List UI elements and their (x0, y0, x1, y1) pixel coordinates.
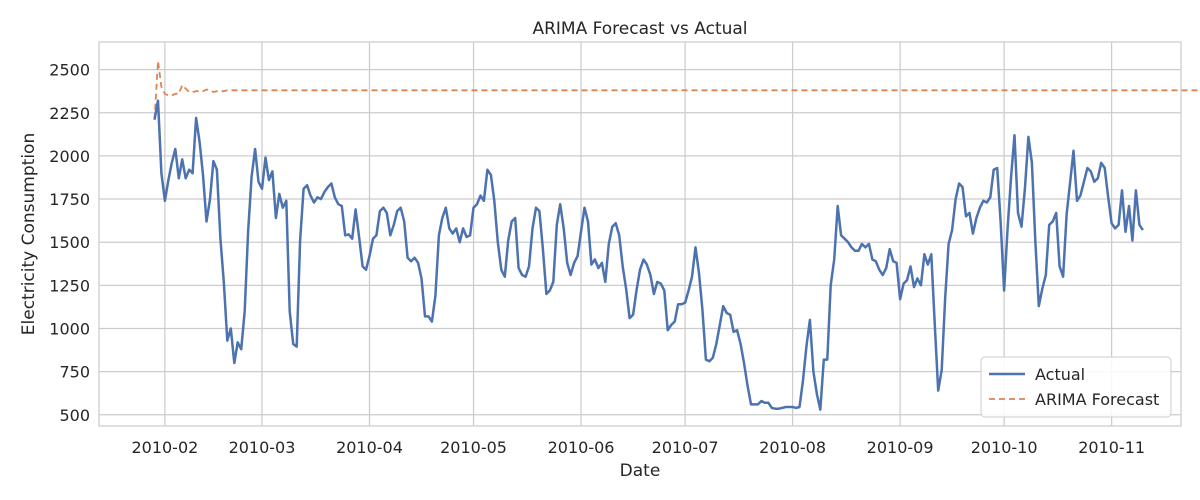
series-line-arima-forecast (153, 60, 1200, 120)
series-line-actual (153, 99, 1144, 411)
legend-box (980, 356, 1172, 418)
y-tick-label: 1750 (49, 190, 90, 209)
plot-frame (98, 41, 1182, 427)
y-tick-label: 1500 (49, 233, 90, 252)
y-tick-label: 2000 (49, 147, 90, 166)
x-axis-label: Date (620, 461, 661, 481)
x-tick-label: 2010-03 (229, 438, 296, 457)
x-axis: 2010-02 2010-03 2010-04 2010-05 2010-06 2010-… (131, 438, 1145, 457)
y-tick-label: 1000 (49, 319, 90, 338)
x-tick-label: 2010-02 (131, 438, 198, 457)
x-tick-label: 2010-09 (867, 438, 934, 457)
y-axis: 500 750 1000 1250 1500 1750 2000 2250 2500 (49, 61, 90, 425)
y-tick-label: 500 (59, 406, 90, 425)
legend-label-actual: Actual (1035, 365, 1085, 384)
x-tick-label: 2010-05 (440, 438, 507, 457)
x-tick-label: 2010-04 (336, 438, 403, 457)
legend-label-forecast: ARIMA Forecast (1035, 390, 1159, 409)
x-tick-label: 2010-07 (652, 438, 719, 457)
x-tick-label: 2010-06 (548, 438, 615, 457)
x-tick-label: 2010-08 (759, 438, 826, 457)
x-tick-label: 2010-11 (1078, 438, 1145, 457)
legend: Actual ARIMA Forecast (980, 356, 1172, 418)
y-tick-label: 1250 (49, 276, 90, 295)
chart-title: ARIMA Forecast vs Actual (532, 19, 747, 39)
y-tick-label: 2250 (49, 104, 90, 123)
y-tick-label: 750 (59, 363, 90, 382)
series-layer (153, 60, 1200, 411)
y-axis-label: Electricity Consumption (19, 133, 39, 335)
y-tick-label: 2500 (49, 61, 90, 80)
x-tick-label: 2010-10 (971, 438, 1038, 457)
